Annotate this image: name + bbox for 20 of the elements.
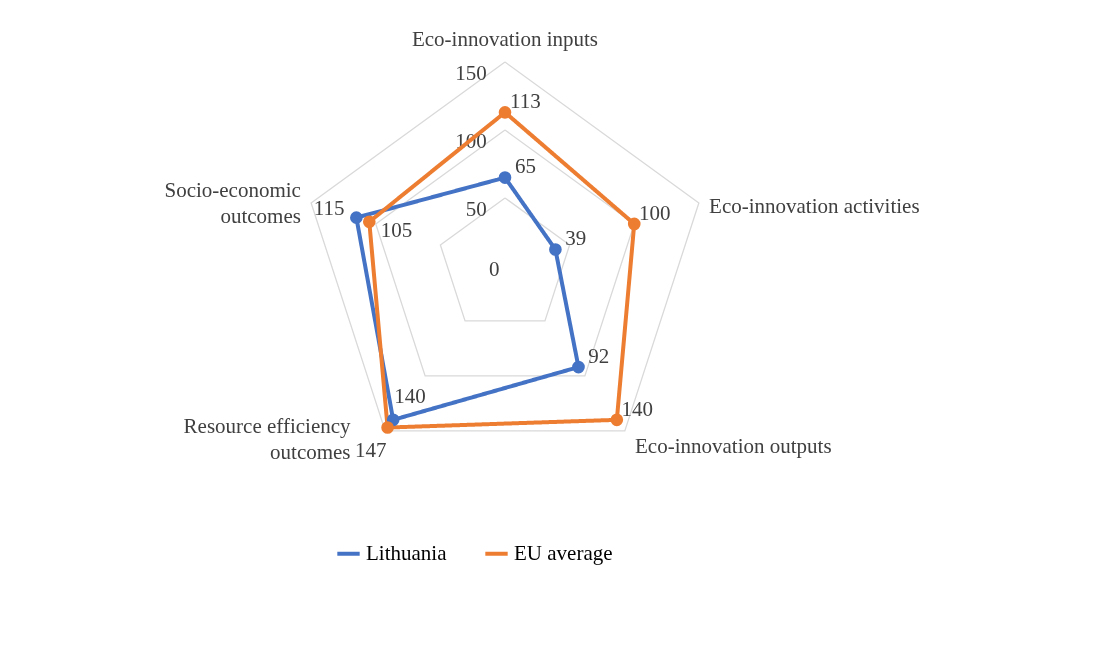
y-tick-label: 0 xyxy=(489,256,500,281)
data-label: 113 xyxy=(510,89,541,114)
legend-label: Lithuania xyxy=(366,540,448,565)
spoke-label: Eco-innovation outputs xyxy=(635,434,832,459)
data-label: 65 xyxy=(514,154,536,179)
spoke-label: Socio-economic outcomes xyxy=(164,177,301,228)
data-label: 115 xyxy=(313,195,345,220)
spoke-label: Resource efficiency outcomes xyxy=(183,413,352,464)
y-tick-label: 50 xyxy=(465,197,487,222)
data-label: 100 xyxy=(638,200,671,225)
data-label: 105 xyxy=(380,217,413,242)
data-label: 147 xyxy=(355,437,387,462)
y-tick-label: 150 xyxy=(455,61,487,86)
spoke-label: Eco-innovation activities xyxy=(709,194,920,219)
legend-label: EU average xyxy=(514,540,613,565)
data-label: 140 xyxy=(394,383,426,408)
data-label: 92 xyxy=(588,343,610,368)
data-label: 140 xyxy=(621,396,653,421)
spoke-label: Eco-innovation inputs xyxy=(411,26,599,51)
data-label: 39 xyxy=(565,226,587,251)
